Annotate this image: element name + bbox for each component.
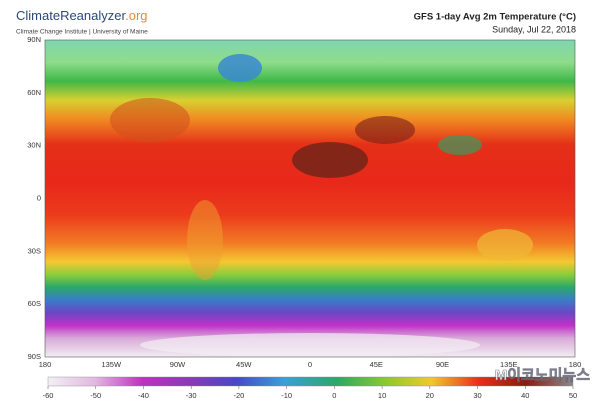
colorbar-tick-label: -30 — [186, 391, 197, 400]
colorbar-tick-label: -10 — [281, 391, 292, 400]
brand-suffix: .org — [125, 8, 147, 23]
lon-label: 135E — [500, 360, 518, 369]
lat-label: 60N — [27, 88, 41, 97]
colorbar-tick-label: -50 — [90, 391, 101, 400]
colorbar — [47, 376, 574, 387]
north-america — [110, 98, 190, 142]
lon-label: 90E — [436, 360, 449, 369]
temperature-field — [45, 40, 575, 357]
lat-label: 90N — [27, 35, 41, 44]
watermark: M이코노미뉴스 — [495, 367, 590, 384]
date: Sunday, Jul 22, 2018 — [492, 24, 576, 34]
colorbar-tick-label: 50 — [569, 391, 577, 400]
map — [44, 39, 576, 358]
tibet — [438, 135, 482, 155]
colorbar-tick-label: -60 — [43, 391, 54, 400]
lon-label: 180 — [569, 360, 582, 369]
colorbar-tick-label: 20 — [426, 391, 434, 400]
lat-label: 90S — [28, 352, 41, 361]
lon-labels: 180 135W 90W 45W 0 45E 90E 135E 180 — [39, 360, 582, 369]
title: GFS 1-day Avg 2m Temperature (°C) — [414, 12, 576, 23]
lon-label: 0 — [308, 360, 312, 369]
colorbar-tick-label: 40 — [521, 391, 529, 400]
colorbar-tick-label: 10 — [378, 391, 386, 400]
colorbar-tick-label: 0 — [332, 391, 336, 400]
colorbar-ticks: -60 -50 -40 -30 -20 -10 0 10 20 30 40 50 — [43, 386, 577, 400]
brand: ClimateReanalyzer.org — [16, 8, 148, 23]
lat-label: 30S — [28, 246, 41, 255]
lat-label: 60S — [28, 299, 41, 308]
map-frame — [44, 39, 576, 358]
lon-label: 135W — [101, 360, 122, 369]
lat-label: 0 — [37, 193, 41, 202]
lon-label: 90W — [170, 360, 186, 369]
south-america — [187, 200, 223, 280]
sahara — [292, 142, 368, 178]
brand-name: ClimateReanalyzer — [16, 8, 126, 23]
subtitle: Climate Change Institute | University of… — [16, 29, 148, 36]
antarctica — [140, 333, 480, 357]
middle-east — [355, 116, 415, 144]
colorbar-tick-label: -40 — [138, 391, 149, 400]
lon-label: 45E — [370, 360, 383, 369]
lon-label: 45W — [236, 360, 252, 369]
lat-labels: 90N 60N 30N 0 30S 60S 90S — [27, 35, 41, 361]
australia — [477, 229, 533, 261]
colorbar-tick-label: 30 — [473, 391, 481, 400]
lat-label: 30N — [27, 141, 41, 150]
colorbar-tick-label: -20 — [233, 391, 244, 400]
greenland — [218, 54, 262, 82]
lon-label: 180 — [39, 360, 52, 369]
